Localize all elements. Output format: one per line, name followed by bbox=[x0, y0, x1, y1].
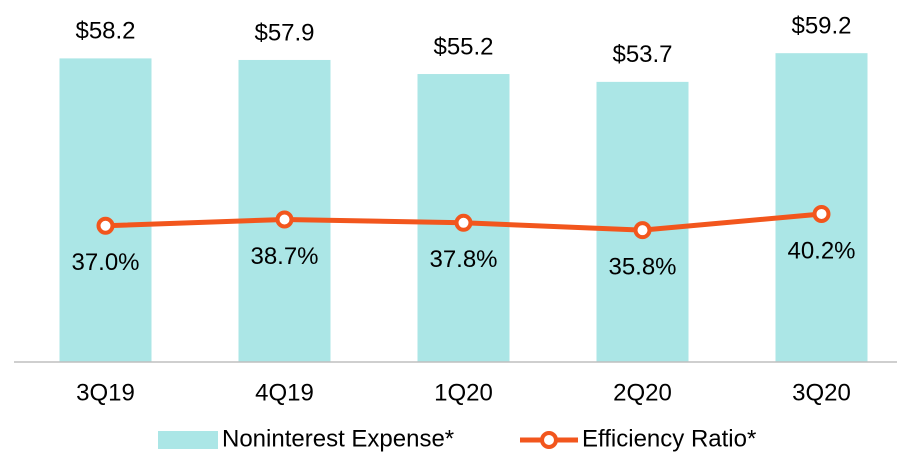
bar bbox=[59, 58, 152, 362]
x-tick-label: 1Q20 bbox=[434, 379, 493, 406]
line-marker bbox=[633, 221, 652, 240]
legend-marker bbox=[540, 431, 558, 449]
line-marker bbox=[454, 213, 473, 232]
legend-swatch bbox=[158, 431, 218, 449]
line-marker bbox=[275, 210, 294, 229]
x-tick-label: 4Q19 bbox=[255, 379, 314, 406]
line-value-label: 37.0% bbox=[71, 249, 139, 276]
x-tick-label: 3Q20 bbox=[792, 379, 851, 406]
line-value-label: 40.2% bbox=[787, 237, 855, 264]
bar-value-label: $53.7 bbox=[612, 41, 672, 68]
x-tick-label: 2Q20 bbox=[613, 379, 672, 406]
line-marker bbox=[812, 204, 831, 223]
line-value-label: 37.8% bbox=[429, 246, 497, 273]
bar-value-label: $55.2 bbox=[433, 33, 493, 60]
line-value-label: 35.8% bbox=[608, 254, 676, 281]
legend-label: Noninterest Expense* bbox=[222, 425, 454, 452]
x-tick-label: 3Q19 bbox=[76, 379, 135, 406]
line-value-label: 38.7% bbox=[250, 243, 318, 270]
bar-value-label: $57.9 bbox=[254, 19, 314, 46]
line-marker bbox=[96, 216, 115, 235]
legend-label: Efficiency Ratio* bbox=[582, 425, 756, 452]
bar-value-label: $58.2 bbox=[75, 18, 135, 45]
bar-value-label: $59.2 bbox=[791, 13, 851, 40]
